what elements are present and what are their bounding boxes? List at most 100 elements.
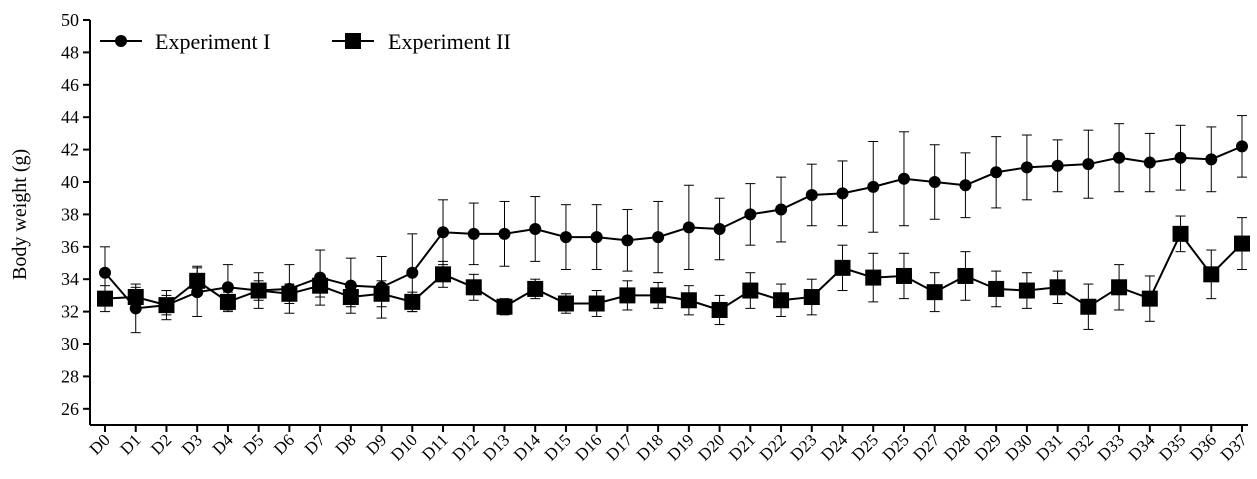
data-point [128, 289, 144, 305]
x-tick-label: D35 [1155, 430, 1189, 464]
data-point [1080, 299, 1096, 315]
x-tick-label: D16 [571, 430, 605, 464]
data-point [1144, 157, 1156, 169]
x-tick-label: D30 [1002, 430, 1036, 464]
data-point [773, 292, 789, 308]
data-point [1173, 226, 1189, 242]
x-tick-label: D15 [541, 430, 575, 464]
data-point [1019, 283, 1035, 299]
data-point [435, 266, 451, 282]
data-point [591, 231, 603, 243]
data-point [1203, 266, 1219, 282]
data-point [1050, 279, 1066, 295]
data-point [1082, 158, 1094, 170]
data-point [712, 302, 728, 318]
x-tick-label: D7 [301, 430, 329, 458]
x-tick-label: D32 [1063, 430, 1097, 464]
series-line [105, 234, 1242, 310]
legend-label: Experiment I [155, 29, 270, 54]
data-point [714, 223, 726, 235]
data-point [988, 281, 1004, 297]
x-tick-label: D34 [1124, 430, 1158, 464]
data-point [806, 189, 818, 201]
x-tick-label: D25 [879, 430, 913, 464]
data-point [312, 278, 328, 294]
y-tick-label: 46 [61, 75, 79, 95]
data-point [1111, 279, 1127, 295]
data-point [222, 281, 234, 293]
x-tick-label: D27 [909, 430, 943, 464]
x-tick-label: D12 [448, 430, 482, 464]
data-point [804, 289, 820, 305]
y-ticks: 26 28 30 32 34 36 38 40 42 44 46 48 50 [61, 10, 90, 419]
data-point [374, 286, 390, 302]
data-point [652, 231, 664, 243]
data-point [404, 294, 420, 310]
series-layer [97, 116, 1250, 333]
x-tick-label: D21 [725, 430, 759, 464]
x-tick-label: D29 [971, 430, 1005, 464]
x-tick-label: D20 [694, 430, 728, 464]
x-tick-label: D36 [1186, 430, 1220, 464]
data-point [529, 223, 541, 235]
legend-item-1: Experiment I [100, 29, 270, 54]
x-tick-label: D17 [602, 430, 636, 464]
x-tick-label: D19 [664, 430, 698, 464]
x-tick-label: D22 [756, 430, 790, 464]
x-tick-label: D11 [418, 430, 452, 464]
data-point [683, 221, 695, 233]
y-tick-label: 26 [61, 399, 79, 419]
legend-label: Experiment II [388, 29, 511, 54]
data-point [158, 297, 174, 313]
x-tick-label: D28 [940, 430, 974, 464]
data-point [835, 260, 851, 276]
x-tick-label: D9 [362, 430, 390, 458]
data-point [621, 234, 633, 246]
x-tick-label: D5 [239, 430, 267, 458]
x-tick-label: D31 [1032, 430, 1066, 464]
data-point [189, 273, 205, 289]
data-point [927, 284, 943, 300]
x-tick-label: D23 [786, 430, 820, 464]
data-point [650, 287, 666, 303]
data-point [1205, 153, 1217, 165]
data-point [898, 173, 910, 185]
data-point [957, 268, 973, 284]
x-tick-label: D6 [270, 430, 298, 458]
data-point [681, 292, 697, 308]
data-point [959, 179, 971, 191]
data-point [619, 287, 635, 303]
y-tick-label: 36 [61, 237, 79, 257]
data-point [1236, 140, 1248, 152]
x-tick-label: D10 [387, 430, 421, 464]
data-point [896, 268, 912, 284]
x-tick-label: D25 [848, 430, 882, 464]
data-point [867, 181, 879, 193]
data-point [220, 294, 236, 310]
data-point [496, 299, 512, 315]
x-tick-label: D1 [116, 430, 144, 458]
data-point [251, 283, 267, 299]
data-point [744, 208, 756, 220]
y-tick-label: 44 [61, 107, 79, 127]
data-point [837, 187, 849, 199]
data-point [527, 281, 543, 297]
axes [90, 20, 1248, 425]
data-point [1234, 236, 1250, 252]
x-tick-label: D33 [1094, 430, 1128, 464]
x-tick-label: D24 [817, 430, 851, 464]
legend-marker [115, 35, 127, 47]
data-point [929, 176, 941, 188]
data-point [775, 204, 787, 216]
y-tick-label: 40 [61, 172, 79, 192]
y-tick-label: 38 [61, 204, 79, 224]
data-point [97, 291, 113, 307]
y-tick-label: 50 [61, 10, 79, 30]
data-point [589, 296, 605, 312]
data-point [1142, 291, 1158, 307]
data-point [498, 228, 510, 240]
data-point [1021, 161, 1033, 173]
data-point [468, 228, 480, 240]
x-tick-label: D0 [86, 430, 114, 458]
